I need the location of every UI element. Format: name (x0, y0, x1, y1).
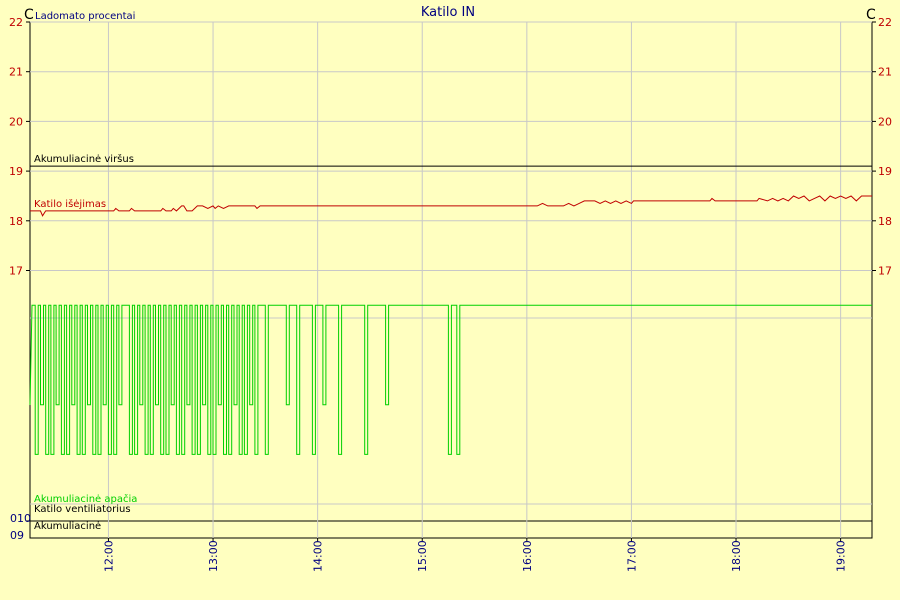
y-tick-label-right: 22 (878, 16, 892, 29)
x-tick-label: 12:00 (102, 540, 115, 572)
lower-axis-label-010: 010 (10, 512, 31, 525)
lower-axis-label-09: 09 (10, 529, 24, 542)
series-label-akumuliacine: Akumuliacinė (34, 521, 101, 532)
label-layer: 17 17 18 18 19 19 20 20 21 21 22 22 12:00 13:00 14:00 1… (9, 16, 892, 572)
y-tick-label-right: 17 (878, 265, 892, 278)
unit-right: C (866, 7, 876, 23)
y-tick-label-left: 21 (9, 66, 23, 79)
x-tick-label: 13:00 (207, 540, 220, 572)
y-tick-label-left: 18 (9, 215, 23, 228)
chart-title: Katilo IN (421, 5, 475, 20)
series-layer (29, 165, 872, 455)
unit-left: C (24, 7, 34, 23)
series-label-akumuliacine-apacia: Akumuliacinė apačia (34, 493, 137, 505)
x-tick-label: 18:00 (730, 540, 743, 572)
y-tick-label-left: 17 (9, 265, 23, 278)
series-label-ladomato: Ladomato procentai (35, 11, 135, 22)
series-katilo-isejimas-line (30, 195, 872, 217)
y-tick-label-right: 18 (878, 215, 892, 228)
y-tick-label-left: 22 (9, 16, 23, 29)
y-tick-label-left: 20 (9, 115, 23, 128)
x-tick-label: 14:00 (312, 540, 325, 572)
series-label-katilo-isejimas: Katilo išėjimas (34, 198, 106, 210)
series-label-katilo-ventiliatorius: Katilo ventiliatorius (34, 504, 131, 515)
x-tick-label: 15:00 (416, 540, 429, 572)
x-tick-label: 16:00 (521, 540, 534, 572)
x-tick-label: 17:00 (625, 540, 638, 572)
y-tick-label-right: 21 (878, 66, 892, 79)
series-label-akumuliacine-virsus: Akumuliacinė viršus (34, 153, 134, 165)
series-akumuliacine-apacia-line (29, 304, 872, 455)
plot-frame (29, 21, 873, 539)
grid (26, 21, 876, 542)
y-tick-label-right: 19 (878, 165, 892, 178)
y-tick-label-right: 20 (878, 115, 892, 128)
y-tick-label-left: 19 (9, 165, 23, 178)
x-tick-label: 19:00 (835, 540, 848, 572)
